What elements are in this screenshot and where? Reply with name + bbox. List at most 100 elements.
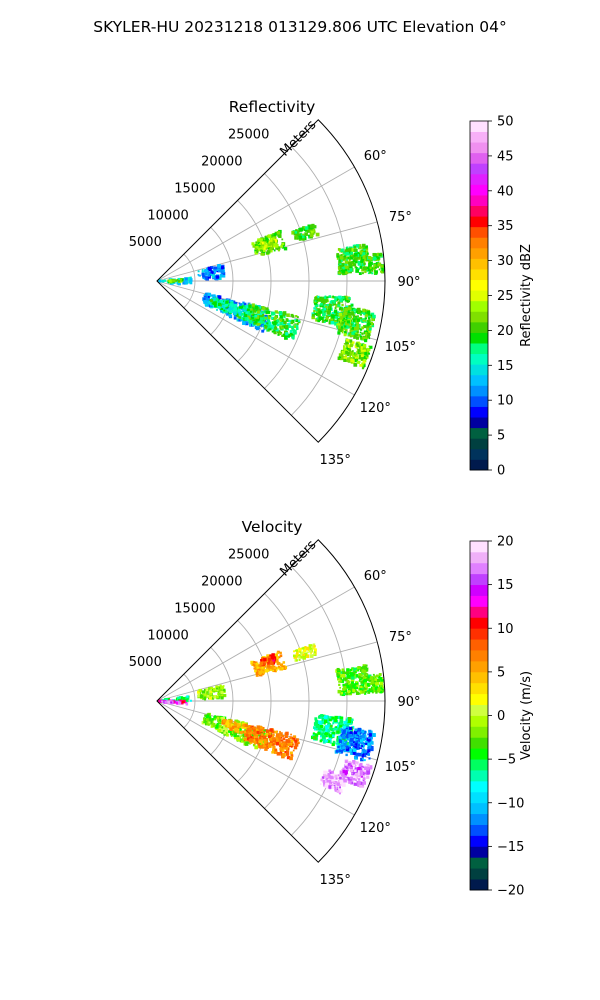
echo-gate <box>339 792 341 795</box>
echo-gate <box>335 742 338 745</box>
echo-gate <box>207 292 211 296</box>
echo-gate <box>382 688 384 691</box>
echo-gate <box>324 784 329 789</box>
echo-gate <box>366 331 369 334</box>
echo-gate <box>360 357 364 361</box>
echo-gate <box>258 318 261 321</box>
echo-gate <box>355 355 358 358</box>
echo-gate <box>372 252 376 257</box>
echo-gate <box>359 744 362 747</box>
echo-gate <box>361 367 365 370</box>
echo-gate <box>367 749 371 753</box>
echo-gate <box>351 735 354 738</box>
echo-gate <box>356 360 360 364</box>
echo-region <box>197 684 227 701</box>
echo-gate <box>253 664 256 667</box>
echo-gate <box>326 771 328 773</box>
echo-gate <box>363 742 365 745</box>
echo-gate <box>256 322 260 326</box>
echo-gate <box>367 676 370 679</box>
colorbar-segment <box>470 715 488 727</box>
echo-gate <box>338 312 343 317</box>
echo-gate <box>356 326 360 330</box>
echo-gate <box>360 351 364 355</box>
colorbar-tick-label: −10 <box>497 796 524 811</box>
echo-gate <box>179 696 183 700</box>
echo-gate <box>325 778 328 781</box>
echo-gate <box>311 313 315 317</box>
colorbar-segment <box>470 205 488 217</box>
echo-gate <box>360 313 362 316</box>
echo-gate <box>255 326 260 331</box>
echo-gate <box>332 776 336 780</box>
azimuth-tick-label: 90° <box>397 695 420 710</box>
echo-gate <box>351 740 355 744</box>
echo-gate <box>339 353 343 357</box>
echo-gate <box>360 354 364 358</box>
echo-gate <box>349 356 352 360</box>
echo-gate <box>361 686 364 689</box>
echo-gate <box>282 734 285 738</box>
echo-gate <box>318 715 321 719</box>
echo-gate <box>279 321 283 326</box>
echo-gate <box>279 749 283 753</box>
echo-gate <box>216 716 220 720</box>
echo-gate <box>261 329 265 333</box>
echo-gate <box>364 690 368 693</box>
echo-gate <box>342 769 346 774</box>
echo-gate <box>376 686 379 689</box>
echo-gate <box>341 670 345 674</box>
echo-gate <box>339 676 343 680</box>
echo-gate <box>259 246 264 251</box>
echo-gate <box>337 780 341 783</box>
echo-gate <box>206 297 210 302</box>
echo-gate <box>359 346 361 349</box>
echo-gate <box>251 316 254 320</box>
echo-gate <box>320 297 325 302</box>
echo-gate <box>274 326 278 330</box>
echo-gate <box>175 697 178 700</box>
echo-gate <box>357 741 361 745</box>
echo-gate <box>329 727 332 729</box>
echo-gate <box>345 692 349 696</box>
echo-gate <box>209 692 213 696</box>
echo-gate <box>263 740 267 744</box>
echo-gate <box>242 321 246 325</box>
echo-gate <box>337 301 341 305</box>
colorbar-segment <box>470 226 488 238</box>
echo-gate <box>336 314 340 317</box>
echo-gate <box>367 312 371 316</box>
echo-gate <box>356 307 361 312</box>
echo-gate <box>360 673 363 677</box>
echo-gate <box>350 781 354 785</box>
echo-gate <box>211 302 215 305</box>
echo-gate <box>358 316 361 320</box>
echo-gate <box>286 740 289 742</box>
echo-gate <box>350 326 353 329</box>
colorbar-segment <box>470 184 488 196</box>
figure-title: SKYLER-HU 20231218 013129.806 UTC Elevat… <box>93 18 507 36</box>
echo-gate <box>245 311 249 315</box>
echo-gate <box>364 270 367 274</box>
echo-gate <box>203 300 207 304</box>
echo-gate <box>357 771 362 775</box>
echo-gate <box>323 296 327 300</box>
echo-gate <box>354 729 357 732</box>
echo-gate <box>361 332 364 335</box>
echo-gate <box>262 740 265 743</box>
colorbar-tick-label: 15 <box>497 359 514 374</box>
echo-gate <box>239 730 243 734</box>
echo-gate <box>362 779 365 782</box>
echo-gate <box>363 265 366 268</box>
echo-gate <box>360 346 363 349</box>
panel-title: Reflectivity <box>229 98 316 116</box>
echo-gate <box>216 309 218 311</box>
echo-gate <box>340 727 343 730</box>
echo-gate <box>249 317 254 322</box>
echo-gate <box>167 697 170 701</box>
echo-gate <box>315 725 318 729</box>
echo-gate <box>269 314 272 318</box>
echo-gate <box>369 682 372 685</box>
echo-gate <box>248 731 251 735</box>
colorbar-tick-label: 15 <box>497 578 514 593</box>
